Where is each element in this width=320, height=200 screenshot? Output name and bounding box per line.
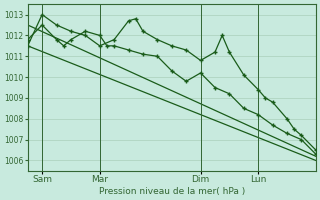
X-axis label: Pression niveau de la mer( hPa ): Pression niveau de la mer( hPa ) bbox=[99, 187, 245, 196]
